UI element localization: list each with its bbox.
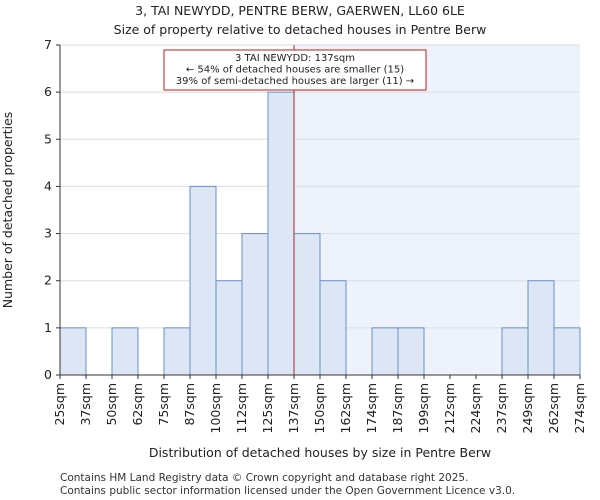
bar xyxy=(553,327,581,376)
bar xyxy=(319,280,347,376)
footer-line-1: Contains HM Land Registry data © Crown c… xyxy=(60,472,468,484)
x-tick-label: 174sqm xyxy=(364,383,379,433)
x-tick-label: 212sqm xyxy=(442,383,457,433)
marker-annotation-line: ← 54% of detached houses are smaller (15… xyxy=(186,65,404,76)
x-tick-label: 25sqm xyxy=(52,383,67,426)
y-tick-label: 1 xyxy=(44,320,52,335)
x-tick-label: 199sqm xyxy=(416,383,431,433)
bar xyxy=(215,280,243,376)
bar xyxy=(59,327,87,376)
x-tick-label: 150sqm xyxy=(312,383,327,433)
y-tick-label: 4 xyxy=(44,178,52,193)
bar xyxy=(371,327,399,376)
x-axis-label: Distribution of detached houses by size … xyxy=(149,445,491,460)
y-tick-labels: 0 1 2 3 4 5 6 7 xyxy=(44,37,60,382)
chart-title: 3, TAI NEWYDD, PENTRE BERW, GAERWEN, LL6… xyxy=(135,3,465,18)
x-tick-label: 75sqm xyxy=(156,383,171,426)
bar xyxy=(397,327,425,376)
marker-annotation-line: 3 TAI NEWYDD: 137sqm xyxy=(235,53,355,64)
x-tick-labels: 25sqm 37sqm 50sqm 62sqm 75sqm 87sqm 100sqm 112s… xyxy=(52,375,587,433)
y-tick-label: 6 xyxy=(44,84,52,99)
x-tick-label: 224sqm xyxy=(468,383,483,433)
marker-annotation-box xyxy=(163,49,427,91)
bar xyxy=(163,327,191,376)
chart-subtitle: Size of property relative to detached ho… xyxy=(114,22,487,37)
x-tick-label: 137sqm xyxy=(286,383,301,433)
x-tick-label: 162sqm xyxy=(338,383,353,433)
bar xyxy=(241,233,269,376)
y-tick-label: 3 xyxy=(44,226,52,241)
x-tick-label: 187sqm xyxy=(390,383,405,433)
x-tick-label: 112sqm xyxy=(234,383,249,433)
bar xyxy=(267,91,295,376)
x-tick-label: 87sqm xyxy=(182,383,197,426)
marker-annotation-line: 39% of semi-detached houses are larger (… xyxy=(176,76,414,87)
footer-line-2: Contains public sector information licen… xyxy=(60,485,515,497)
y-tick-label: 2 xyxy=(44,273,52,288)
x-tick-label: 37sqm xyxy=(78,383,93,426)
bar xyxy=(189,185,217,376)
x-tick-label: 262sqm xyxy=(546,383,561,433)
y-tick-label: 7 xyxy=(44,37,52,52)
x-tick-label: 274sqm xyxy=(572,383,587,433)
bars xyxy=(59,91,581,376)
y-tick-label: 0 xyxy=(44,367,52,382)
x-tick-label: 125sqm xyxy=(260,383,275,433)
property-marker: 3 TAI NEWYDD: 137sqm← 54% of detached ho… xyxy=(163,45,427,375)
bar xyxy=(501,327,529,376)
x-tick-label: 100sqm xyxy=(208,383,223,433)
y-tick-label: 5 xyxy=(44,131,52,146)
x-tick-label: 62sqm xyxy=(130,383,145,426)
x-tick-label: 249sqm xyxy=(520,383,535,433)
bar xyxy=(293,233,321,376)
x-tick-label: 50sqm xyxy=(104,383,119,426)
x-tick-label: 237sqm xyxy=(494,383,509,433)
y-axis-label: Number of detached properties xyxy=(0,112,15,309)
bar xyxy=(527,280,555,376)
bar xyxy=(111,327,139,376)
